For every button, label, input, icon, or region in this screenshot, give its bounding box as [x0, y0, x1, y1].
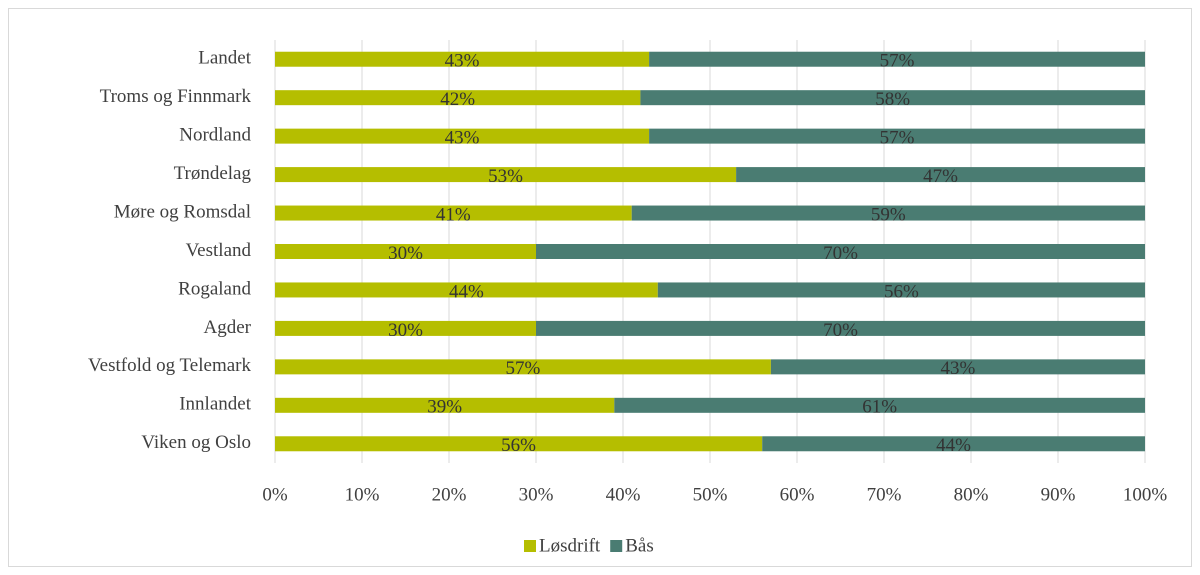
value-label: 42%	[440, 89, 475, 110]
y-tick-label: Trøndelag	[174, 163, 252, 184]
value-label: 43%	[445, 51, 480, 72]
bar-segment	[275, 397, 615, 413]
bar-segment	[536, 320, 1145, 336]
bar-segment	[736, 167, 1145, 183]
y-tick-label: Nordland	[179, 124, 251, 145]
x-tick-label: 30%	[519, 484, 554, 505]
bar-segment	[275, 51, 650, 67]
value-label: 56%	[501, 435, 536, 456]
value-label: 47%	[923, 166, 958, 187]
y-tick-label: Landet	[198, 48, 251, 69]
x-tick-label: 10%	[345, 484, 380, 505]
value-label: 44%	[449, 281, 484, 302]
x-tick-label: 80%	[954, 484, 989, 505]
value-label: 57%	[506, 358, 541, 379]
bar-segment	[536, 244, 1145, 259]
value-label: 58%	[875, 89, 910, 110]
bar-segment	[275, 359, 771, 375]
x-tick-label: 20%	[432, 484, 467, 505]
x-tick-label: 60%	[780, 484, 815, 505]
value-label: 30%	[388, 320, 423, 341]
value-label: 70%	[823, 243, 858, 264]
bar-segment	[275, 90, 641, 106]
legend-swatch	[524, 540, 536, 552]
value-label: 57%	[880, 127, 915, 148]
y-tick-label: Rogaland	[178, 278, 251, 299]
x-tick-label: 90%	[1041, 484, 1076, 505]
value-label: 41%	[436, 204, 471, 225]
bar-segment	[657, 282, 1145, 298]
y-tick-label: Viken og Oslo	[141, 432, 251, 453]
legend-label: Bås	[625, 535, 654, 556]
y-tick-label: Innlandet	[179, 394, 251, 415]
x-tick-label: 50%	[693, 484, 728, 505]
x-tick-label: 70%	[867, 484, 902, 505]
value-label: 39%	[427, 397, 462, 418]
value-label: 70%	[823, 320, 858, 341]
bar-segment	[275, 128, 650, 144]
y-tick-label: Troms og Finnmark	[100, 86, 252, 107]
value-label: 43%	[445, 127, 480, 148]
value-label: 44%	[936, 435, 971, 456]
bar-segment	[275, 282, 658, 298]
bar-segment	[770, 359, 1145, 375]
value-label: 59%	[871, 204, 906, 225]
bar-segment	[640, 90, 1145, 106]
x-tick-label: 0%	[262, 484, 288, 505]
y-tick-label: Agder	[204, 317, 252, 338]
x-tick-label: 40%	[606, 484, 641, 505]
bar-segment	[649, 51, 1145, 67]
bar-segment	[275, 436, 763, 452]
bar-segment	[649, 128, 1145, 144]
value-label: 57%	[880, 51, 915, 72]
bar-segment	[275, 167, 737, 183]
legend-label: Løsdrift	[539, 535, 601, 556]
bar-segment	[275, 205, 632, 221]
value-label: 53%	[488, 166, 523, 187]
y-tick-label: Møre og Romsdal	[114, 201, 251, 222]
bar-segment	[762, 436, 1145, 452]
bar-segment	[275, 244, 536, 259]
value-label: 43%	[941, 358, 976, 379]
value-label: 30%	[388, 243, 423, 264]
x-tick-label: 100%	[1123, 484, 1168, 505]
y-tick-label: Vestfold og Telemark	[88, 355, 251, 376]
bar-segment	[614, 397, 1145, 413]
y-tick-label: Vestland	[186, 240, 252, 261]
legend-swatch	[610, 540, 623, 552]
bar-segment	[275, 320, 536, 336]
value-label: 56%	[884, 281, 919, 302]
value-label: 61%	[862, 397, 897, 418]
bar-segment	[631, 205, 1145, 221]
